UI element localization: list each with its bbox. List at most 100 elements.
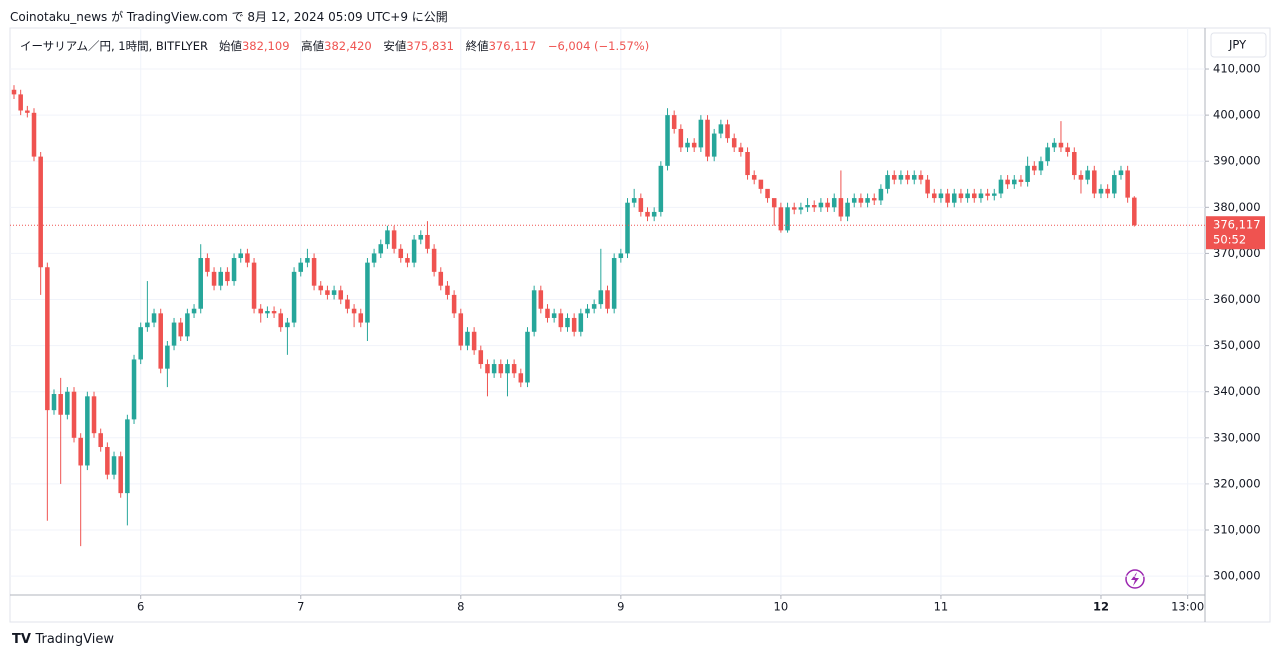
candle-body (911, 175, 917, 180)
candle-body (371, 253, 377, 263)
candle-body (625, 202, 630, 254)
candle-body (865, 198, 870, 203)
y-tick-label: 380,000 (1213, 200, 1261, 214)
candle-body (758, 179, 764, 189)
candle-body (778, 207, 784, 231)
x-tick-label: 10 (774, 600, 789, 614)
candle-body (258, 308, 264, 314)
y-tick-label: 340,000 (1213, 384, 1261, 398)
candle-body (105, 447, 110, 475)
brand-text: TradingView (35, 632, 115, 647)
symbol: イーサリアム／円, 1時間, BITFLYER (20, 39, 208, 53)
candle-body (1078, 175, 1084, 180)
candle-body (765, 188, 770, 199)
y-tick-label: 410,000 (1213, 62, 1261, 76)
candle-body (558, 313, 564, 328)
candle-body (1132, 197, 1137, 226)
candle-body (1032, 165, 1037, 171)
candle-body (965, 193, 970, 199)
legend-key: 高値 (301, 39, 325, 53)
candle-body (1125, 170, 1130, 198)
candle-body (45, 267, 50, 411)
x-tick-label: 13:00 (1171, 600, 1204, 614)
candle-body (325, 290, 330, 295)
candle-body (271, 311, 277, 314)
publish-header: Coinotaku_news が TradingView.com で 8月 12… (10, 10, 448, 24)
candle-body (11, 89, 17, 95)
candle-body (385, 230, 390, 245)
candle-body (638, 198, 644, 212)
candle-body (391, 230, 397, 249)
candle-body (658, 165, 664, 212)
candle-body (338, 290, 344, 300)
candle-body (785, 207, 790, 231)
candle-body (678, 128, 684, 148)
candle-body (611, 258, 617, 309)
candle-body (85, 396, 90, 466)
candle-body (1005, 179, 1010, 185)
candle-body (618, 253, 624, 259)
candle-body (725, 124, 730, 139)
candle-body (1085, 170, 1090, 180)
candle-body (51, 394, 57, 411)
candle-body (1018, 179, 1024, 182)
candle-body (118, 456, 123, 494)
candle-body (251, 262, 257, 309)
candle-body (711, 133, 717, 157)
legend-change: −6,004 (−1.57%) (547, 39, 650, 53)
candle-body (278, 313, 284, 328)
candle-body (1052, 142, 1057, 148)
candle-body (791, 207, 797, 210)
y-tick-label: 300,000 (1213, 569, 1261, 583)
countdown: 50:52 (1213, 233, 1246, 247)
candle-body (98, 433, 103, 448)
candle-body (298, 262, 304, 272)
candle-body (745, 152, 750, 176)
candle-body (365, 262, 370, 323)
event-icon[interactable] (1125, 569, 1145, 589)
candle-body (471, 331, 477, 351)
y-tick-label: 310,000 (1213, 523, 1261, 537)
y-tick-label: 350,000 (1213, 338, 1261, 352)
candle-body (285, 322, 290, 328)
candle-body (805, 205, 810, 208)
candle-body (631, 198, 637, 203)
candle-body (1112, 175, 1117, 194)
candle-body (565, 317, 570, 328)
legend-value: 376,117 (488, 39, 537, 53)
candle-body (945, 193, 950, 203)
candle-body (438, 271, 444, 286)
x-tick-label: 6 (137, 600, 144, 614)
candle-body (225, 271, 230, 282)
candle-body (458, 313, 464, 346)
candle-body (518, 373, 524, 383)
candle-body (358, 313, 364, 323)
candle-body (985, 193, 990, 196)
y-tick-label: 360,000 (1213, 292, 1261, 306)
candle-body (925, 179, 930, 194)
candle-body (198, 258, 203, 309)
price-tag-label: 376,117 (1213, 218, 1261, 232)
candle-body (992, 193, 997, 196)
candle-body (798, 207, 804, 210)
currency-box[interactable] (1210, 32, 1267, 58)
candle-body (531, 290, 537, 332)
candle-body (165, 345, 170, 369)
price-tag (1206, 216, 1265, 250)
candle-body (898, 175, 904, 180)
candle-body (505, 364, 510, 374)
legend: イーサリアム／円, 1時間, BITFLYER 始値382,109 高値382,… (20, 38, 657, 54)
candle-body (378, 244, 384, 254)
x-tick-label: 9 (617, 600, 624, 614)
candle-body (818, 202, 824, 208)
candle-body (1038, 161, 1044, 171)
candle-body (691, 142, 697, 148)
candle-body (111, 456, 117, 475)
brand-mark: 𝗧𝗩 (12, 632, 36, 647)
candle-body (345, 299, 350, 309)
candle-body (705, 119, 710, 157)
candle-body (405, 258, 410, 263)
candle-body (825, 202, 830, 208)
candle-body (538, 290, 544, 309)
